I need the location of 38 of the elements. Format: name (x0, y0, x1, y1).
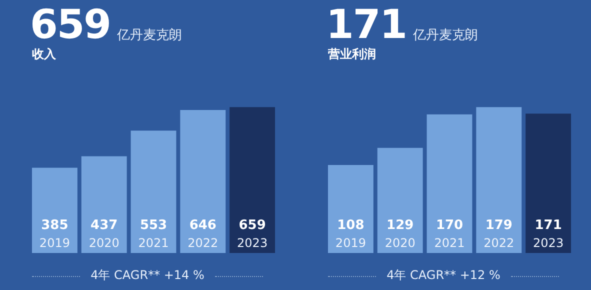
bar (81, 156, 127, 253)
data-label: 129 (386, 218, 414, 233)
bar (180, 110, 226, 253)
bar (426, 114, 472, 253)
x-tick-label: 2023 (533, 236, 564, 250)
data-label: 171 (534, 218, 562, 233)
bar (328, 164, 374, 253)
bar (526, 114, 572, 253)
x-tick-label: 2019 (335, 236, 366, 250)
data-label: 179 (485, 218, 512, 233)
x-tick-label: 2020 (88, 236, 120, 250)
bar (230, 107, 276, 253)
x-tick-label: 2019 (39, 236, 70, 250)
chart-subtitle: 亿丹麦克朗 (413, 27, 478, 44)
data-label: 646 (189, 218, 216, 233)
x-tick-label: 2022 (484, 236, 514, 250)
data-label: 659 (238, 218, 266, 233)
chart-title: 659 (30, 2, 110, 48)
y-axis-title: 收入 (32, 46, 56, 63)
bar (32, 168, 78, 253)
data-label: 553 (140, 218, 168, 233)
chart-subtitle: 亿丹麦克朗 (117, 27, 182, 44)
data-label: 385 (41, 218, 68, 233)
y-axis-title: 营业利润 (328, 46, 376, 63)
chart-title: 171 (326, 2, 406, 48)
x-tick-label: 2022 (188, 236, 218, 250)
x-tick-label: 2023 (237, 236, 268, 250)
x-tick-label: 2021 (138, 236, 169, 250)
bar (377, 148, 423, 253)
bar (476, 107, 522, 253)
data-label: 108 (337, 218, 364, 233)
data-label: 170 (436, 218, 464, 233)
x-tick-label: 2020 (384, 236, 416, 250)
text: 4年 CAGR** +12 % (386, 267, 502, 284)
bar (130, 130, 176, 253)
data-label: 437 (90, 218, 118, 233)
x-tick-label: 2021 (434, 236, 465, 250)
text: 4年 CAGR** +14 % (90, 267, 206, 284)
